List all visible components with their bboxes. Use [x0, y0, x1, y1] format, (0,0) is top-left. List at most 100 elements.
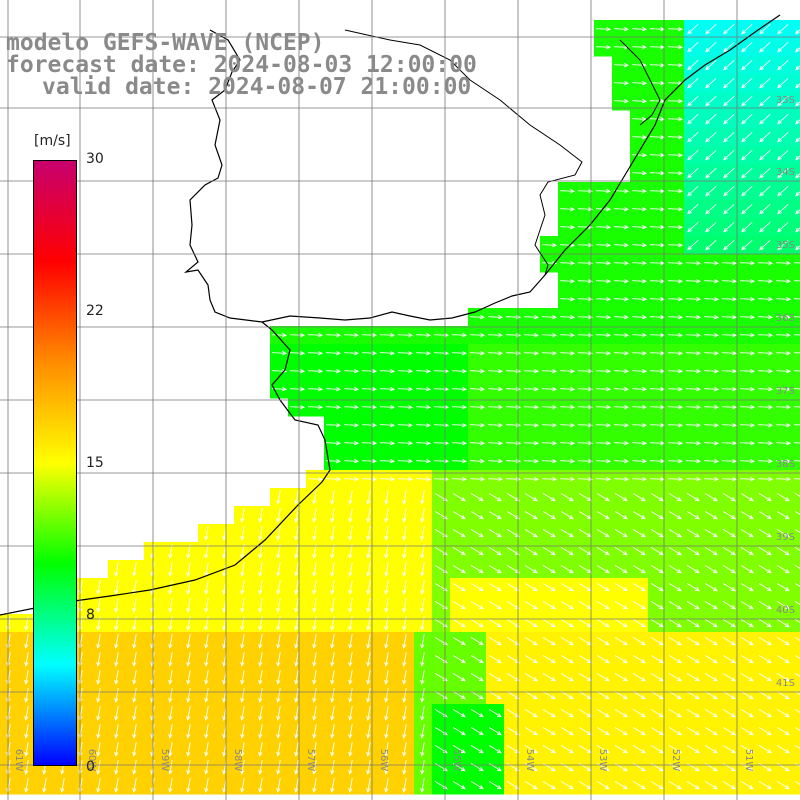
wind-arrow	[741, 221, 753, 233]
wind-arrow	[433, 387, 450, 392]
latitude-label: 36S	[776, 313, 795, 324]
wind-arrow	[560, 780, 574, 790]
wind-arrow	[276, 778, 281, 793]
wind-arrow	[271, 351, 288, 356]
wind-arrow	[777, 113, 789, 125]
wind-arrow	[325, 369, 342, 374]
wind-arrow	[631, 153, 648, 158]
wind-arrow	[469, 405, 486, 410]
wind-arrow	[312, 526, 317, 541]
wind-arrow	[132, 688, 137, 703]
wind-arrow	[650, 636, 664, 646]
wind-arrow	[759, 221, 771, 233]
wind-arrow	[741, 149, 753, 161]
wind-arrow	[704, 780, 718, 790]
wind-arrow	[703, 279, 720, 284]
wind-arrow	[420, 544, 425, 559]
wind-arrow	[452, 618, 466, 628]
wind-arrow	[240, 562, 245, 577]
wind-arrow	[307, 351, 324, 356]
wind-arrow	[740, 546, 754, 556]
wind-arrow	[795, 119, 800, 125]
wind-arrow	[614, 654, 628, 664]
wind-arrow	[330, 634, 335, 649]
wind-arrow	[168, 688, 173, 703]
wind-arrow	[722, 690, 736, 700]
wind-arrow	[723, 239, 735, 251]
wind-cell	[792, 704, 800, 723]
wind-arrow	[312, 778, 317, 793]
wind-arrow	[794, 636, 800, 641]
wind-arrow	[739, 369, 756, 374]
wind-arrow	[240, 670, 245, 685]
wind-cell	[792, 650, 800, 669]
wind-arrow	[704, 582, 718, 592]
wind-arrow	[470, 708, 484, 718]
wind-arrow	[685, 477, 702, 482]
wind-arrow	[506, 528, 520, 538]
wind-arrow	[168, 544, 173, 559]
wind-arrow	[795, 83, 800, 89]
wind-arrow	[186, 544, 191, 559]
wind-arrow	[312, 634, 317, 649]
wind-arrow	[24, 742, 29, 757]
wind-arrow	[650, 780, 664, 790]
wind-arrow	[524, 582, 538, 592]
wind-arrow	[276, 562, 281, 577]
wind-arrow	[559, 459, 576, 464]
wind-arrow	[758, 744, 772, 754]
wind-arrow	[595, 27, 612, 32]
wind-arrow	[596, 744, 610, 754]
wind-arrow	[312, 760, 317, 775]
wind-arrow	[793, 370, 800, 372]
wind-arrow	[307, 333, 324, 338]
wind-arrow	[632, 762, 646, 772]
wind-arrow	[541, 369, 558, 374]
wind-arrow	[469, 441, 486, 446]
wind-arrow	[757, 477, 774, 482]
wind-arrow	[577, 351, 594, 356]
wind-arrow	[687, 203, 699, 215]
wind-arrow	[614, 726, 628, 736]
wind-vectors	[6, 23, 800, 793]
wind-arrow	[307, 477, 324, 482]
wind-arrow	[276, 670, 281, 685]
wind-arrow	[757, 315, 774, 320]
wind-cell	[792, 326, 800, 345]
wind-arrow	[276, 742, 281, 757]
wind-arrow	[685, 387, 702, 392]
wind-arrow	[687, 59, 699, 71]
wind-arrow	[312, 490, 317, 505]
wind-arrow	[240, 760, 245, 775]
wind-arrow	[469, 387, 486, 392]
wind-arrow	[524, 780, 538, 790]
wind-arrow	[258, 562, 263, 577]
wind-arrow	[595, 279, 612, 284]
wind-arrow	[294, 760, 299, 775]
wind-arrow	[488, 726, 502, 736]
wind-arrow	[433, 405, 450, 410]
wind-arrow	[613, 189, 630, 194]
wind-arrow	[559, 423, 576, 428]
wind-arrow	[258, 760, 263, 775]
wind-arrow	[614, 510, 628, 520]
wind-arrow	[776, 744, 790, 754]
wind-arrow	[650, 690, 664, 700]
wind-arrow	[595, 459, 612, 464]
wind-arrow	[776, 726, 790, 736]
wind-arrow	[294, 634, 299, 649]
wind-arrow	[348, 724, 353, 739]
wind-arrow	[668, 672, 682, 682]
latitude-label: 37S	[776, 386, 795, 397]
wind-arrow	[294, 598, 299, 613]
wind-arrow	[451, 477, 468, 482]
wind-arrow	[704, 726, 718, 736]
wind-arrow	[596, 780, 610, 790]
wind-arrow	[488, 492, 502, 502]
wind-arrow	[384, 778, 389, 793]
wind-arrow	[795, 101, 800, 107]
wind-arrow	[312, 544, 317, 559]
wind-arrow	[685, 369, 702, 374]
wind-arrow	[542, 654, 556, 664]
wind-arrow	[469, 315, 486, 320]
